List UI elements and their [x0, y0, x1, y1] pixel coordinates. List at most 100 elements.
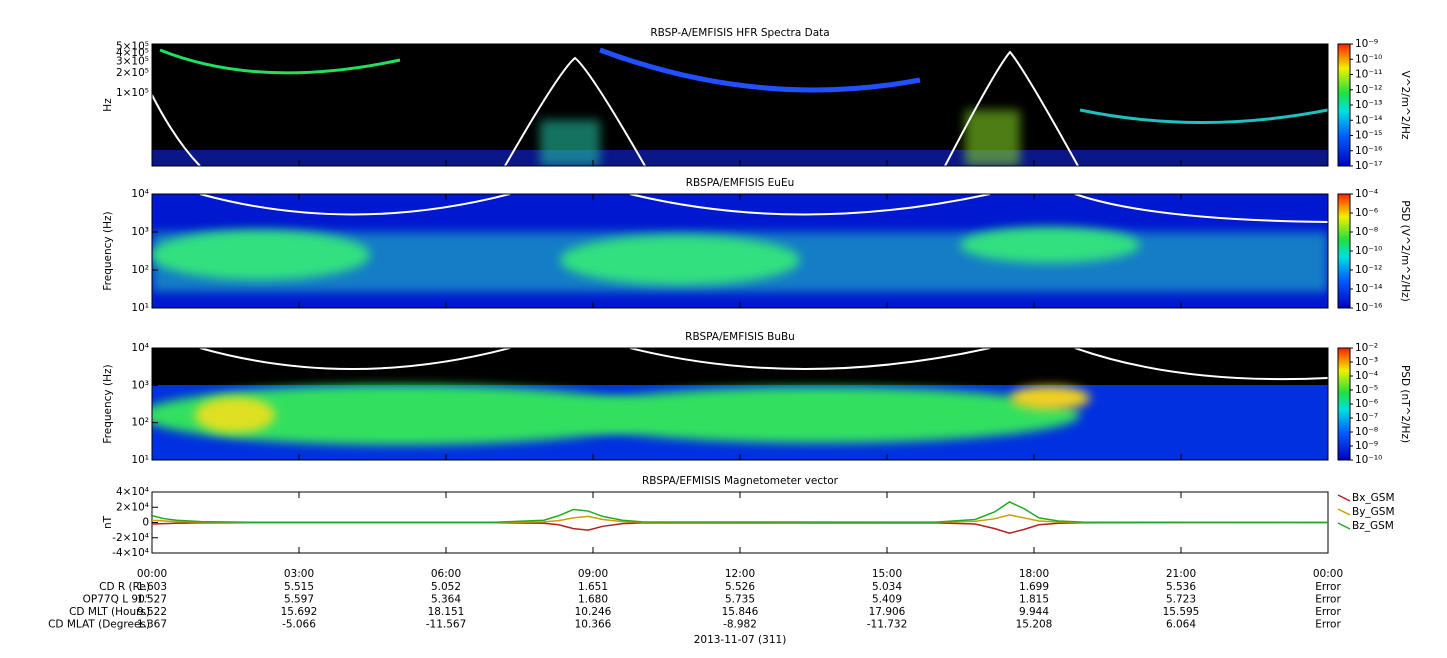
colorbar-tick-label: 10⁻⁶	[1355, 398, 1378, 410]
ephemeris-value: 1.699	[1019, 581, 1049, 593]
panel-title: RBSPA/EMFISIS BuBu	[685, 331, 795, 343]
plot-frame	[151, 347, 1329, 461]
y-tick-label: -4×10⁴	[112, 547, 149, 559]
y-tick-label: 1×10⁵	[116, 87, 149, 99]
ephemeris-label: CD MLT (Hours)	[69, 606, 150, 618]
y-tick-label: 0	[142, 517, 149, 529]
y-tick-label: 4×10⁴	[116, 486, 149, 498]
y-axis-label: Frequency (Hz)	[102, 211, 114, 290]
colorbar-tick-label: 10⁻¹⁶	[1355, 145, 1382, 157]
y-tick-label: 2×10⁴	[116, 501, 149, 513]
colorbar-label: PSD (V^2/m^2/Hz)	[1399, 200, 1411, 301]
colorbar-tick-label: 10⁻⁸	[1355, 226, 1378, 238]
colorbar-tick-label: 10⁻¹⁵	[1355, 130, 1382, 142]
colorbar-label: V^2/m^2/Hz	[1399, 71, 1411, 140]
colorbar-label: PSD (nT^2/Hz)	[1399, 365, 1411, 443]
x-tick-label: 03:00	[284, 568, 314, 580]
x-tick-label: 06:00	[431, 568, 461, 580]
ephemeris-value: 5.409	[872, 594, 902, 606]
y-axis-label: Frequency (Hz)	[102, 364, 114, 443]
ephemeris-label: CD MLAT (Degrees)	[48, 619, 150, 631]
y-tick-label: 4×10⁵	[116, 47, 149, 59]
colorbar	[1337, 193, 1351, 309]
ephemeris-value: -5.066	[282, 619, 316, 631]
y-tick-label: 10¹	[131, 302, 149, 314]
ephemeris-value: 9.944	[1019, 606, 1049, 618]
panel-title: RBSPA/EMFISIS EuEu	[686, 177, 795, 189]
y-tick-label: 5×10⁵	[116, 41, 149, 53]
x-tick-label: 00:00	[137, 568, 167, 580]
ephemeris-value: Error	[1315, 594, 1341, 606]
ephemeris-value: 15.846	[722, 606, 759, 618]
colorbar-tick-label: 10⁻⁹	[1355, 38, 1378, 50]
legend-swatch	[1337, 494, 1351, 502]
x-tick-label: 15:00	[872, 568, 902, 580]
ephemeris-value: 1.527	[137, 594, 167, 606]
ephemeris-value: 1.680	[578, 594, 608, 606]
colorbar-tick-label: 10⁻¹⁰	[1355, 245, 1382, 257]
legend-label: Bx_GSM	[1352, 492, 1395, 504]
ephemeris-value: 10.246	[575, 606, 612, 618]
ephemeris-value: 15.208	[1016, 619, 1053, 631]
ephemeris-value: 5.735	[725, 594, 755, 606]
legend-label: Bz_GSM	[1352, 520, 1394, 532]
ephemeris-value: Error	[1315, 581, 1341, 593]
colorbar-tick-label: 10⁻¹⁰	[1355, 53, 1382, 65]
ephemeris-value: -8.982	[723, 619, 757, 631]
ephemeris-value: Error	[1315, 606, 1341, 618]
colorbar-tick-label: 10⁻²	[1355, 342, 1378, 354]
panel-title: RBSP-A/EMFISIS HFR Spectra Data	[650, 27, 829, 39]
y-tick-label: 2×10⁵	[116, 67, 149, 79]
legend-swatch	[1337, 508, 1351, 516]
ephemeris-value: 5.723	[1166, 594, 1196, 606]
colorbar-tick-label: 10⁻⁶	[1355, 207, 1378, 219]
ephemeris-value: 9.522	[137, 606, 167, 618]
ephemeris-value: 10.366	[575, 619, 612, 631]
spectrogram-image	[152, 194, 1328, 308]
colorbar-tick-label: 10⁻¹⁴	[1355, 114, 1382, 126]
plot-frame	[151, 193, 1329, 309]
ephemeris-value: 5.034	[872, 581, 902, 593]
colorbar-tick-label: 10⁻¹⁴	[1355, 283, 1382, 295]
ephemeris-value: 6.064	[1166, 619, 1196, 631]
colorbar-tick-label: 10⁻³	[1355, 356, 1378, 368]
x-tick-label: 21:00	[1166, 568, 1196, 580]
spectrogram-image	[152, 44, 1328, 166]
data-line	[151, 501, 1329, 524]
x-tick-label: 18:00	[1019, 568, 1049, 580]
ephemeris-value: -11.732	[867, 619, 908, 631]
y-tick-label: 10²	[131, 417, 149, 429]
colorbar-tick-label: 10⁻⁴	[1355, 370, 1378, 382]
date-label: 2013-11-07 (311)	[694, 634, 787, 646]
colorbar	[1337, 43, 1351, 167]
colorbar-tick-label: 10⁻¹¹	[1355, 69, 1382, 81]
ephemeris-value: 5.515	[284, 581, 314, 593]
legend-label: By_GSM	[1352, 506, 1395, 518]
x-tick-label: 12:00	[725, 568, 755, 580]
colorbar-tick-label: 10⁻⁵	[1355, 384, 1378, 396]
colorbar-tick-label: 10⁻¹⁰	[1355, 454, 1382, 466]
y-tick-label: 10¹	[131, 454, 149, 466]
y-tick-label: 10⁴	[131, 188, 149, 200]
colorbar-tick-label: 10⁻¹³	[1355, 99, 1382, 111]
ephemeris-value: Error	[1315, 619, 1341, 631]
spectrogram-image	[152, 348, 1328, 460]
colorbar-tick-label: 10⁻⁴	[1355, 188, 1378, 200]
y-tick-label: 10⁴	[131, 342, 149, 354]
colorbar-tick-label: 10⁻⁹	[1355, 440, 1378, 452]
y-tick-label: 10²	[131, 264, 149, 276]
y-tick-label: 10³	[131, 226, 149, 238]
ephemeris-value: 1.603	[137, 581, 167, 593]
ephemeris-value: 5.597	[284, 594, 314, 606]
ephemeris-value: 15.692	[281, 606, 318, 618]
colorbar-tick-label: 10⁻⁸	[1355, 426, 1378, 438]
data-line	[151, 521, 1329, 534]
ephemeris-label: CD R (Re)	[99, 581, 150, 593]
colorbar-tick-label: 10⁻¹⁶	[1355, 302, 1382, 314]
ephemeris-value: 17.906	[869, 606, 906, 618]
x-tick-label: 00:00	[1313, 568, 1343, 580]
ephemeris-value: 15.595	[1163, 606, 1200, 618]
ephemeris-value: 1.815	[1019, 594, 1049, 606]
plot-frame	[151, 43, 1329, 167]
